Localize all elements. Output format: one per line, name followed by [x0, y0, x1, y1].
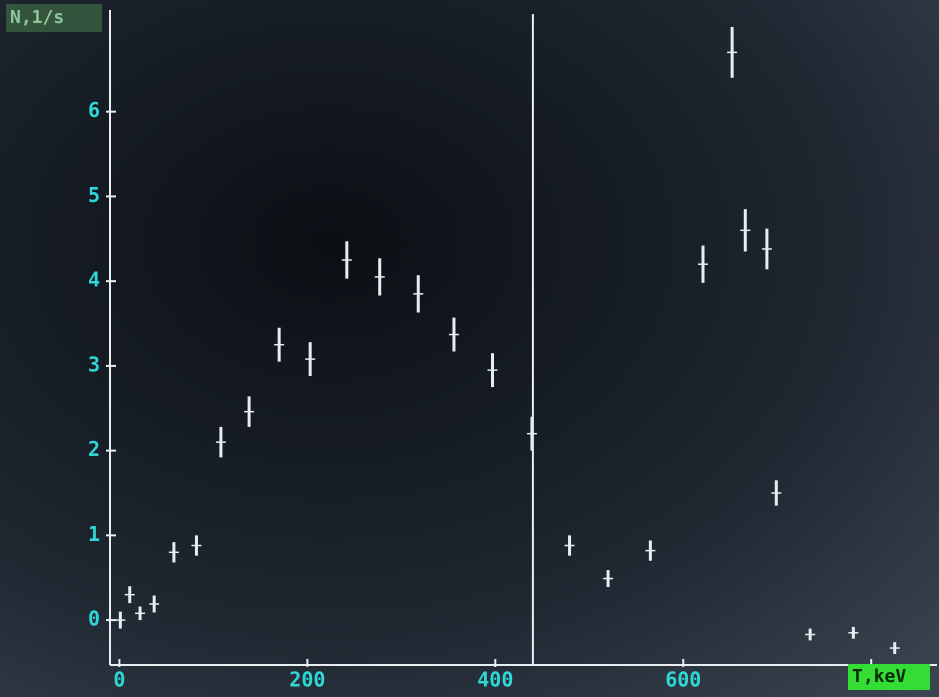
x-tick-label: 600: [665, 668, 701, 692]
y-tick-label: 2: [88, 437, 100, 461]
y-tick-label: 4: [88, 268, 100, 292]
y-tick-label: 3: [88, 352, 100, 376]
x-tick-label: 0: [113, 668, 125, 692]
x-label-box: [848, 664, 930, 690]
y-label-box: [6, 4, 102, 32]
y-tick-label: 0: [88, 607, 100, 631]
y-tick-label: 1: [88, 522, 100, 546]
x-axis-label: T,keV: [852, 666, 906, 687]
y-axis-label: N,1/s: [10, 7, 64, 28]
y-tick-label: 5: [88, 183, 100, 207]
y-tick-label: 6: [88, 98, 100, 122]
x-tick-label: 200: [289, 668, 325, 692]
x-tick-label: 400: [477, 668, 513, 692]
